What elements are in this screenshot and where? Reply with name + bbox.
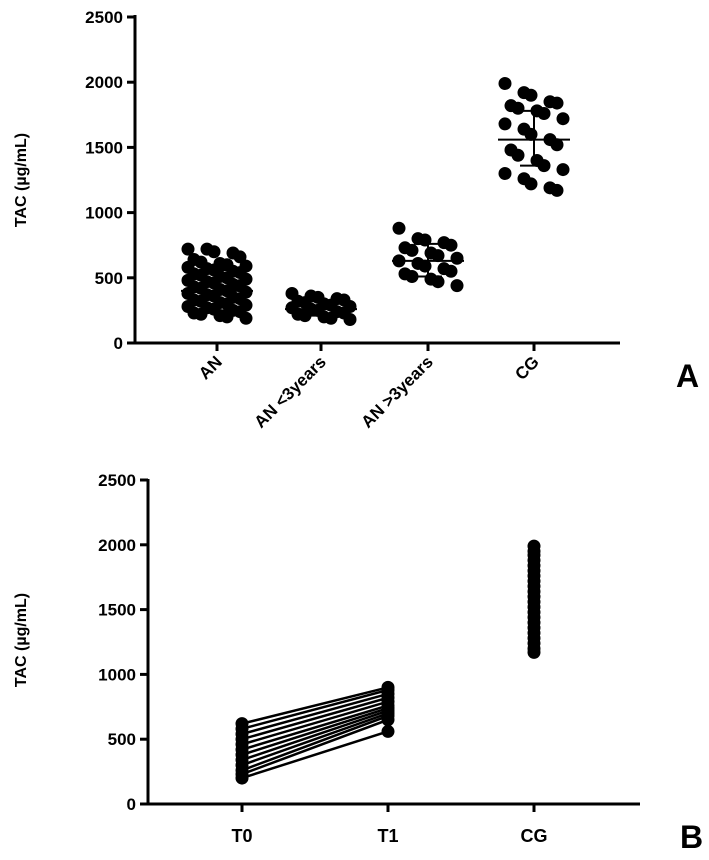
panel-b-pair-line bbox=[241, 704, 389, 751]
panel-b-pair-line bbox=[241, 718, 389, 776]
panel-b-pair-line bbox=[241, 714, 389, 772]
panel-b-pair-line bbox=[241, 712, 389, 767]
panel-a-x-tick-label: AN >3years bbox=[358, 352, 437, 431]
panel-label-b: B bbox=[680, 819, 703, 855]
panel-b-y-tick-label: 1000 bbox=[98, 665, 136, 684]
panel-a-y-ticks: 0 500 1000 1500 2000 2500 bbox=[85, 8, 135, 353]
panel-a-data-point bbox=[431, 275, 445, 289]
panel-b-pair-line bbox=[241, 686, 389, 725]
panel-a-points bbox=[181, 77, 570, 327]
panel-a-y-tick-label: 1000 bbox=[85, 204, 123, 223]
panel-b-t0-point bbox=[235, 771, 249, 785]
panel-a-chart: TAC (µg/mL) 0 500 1000 1500 2000 2500 AN AN <3… bbox=[13, 8, 620, 432]
panel-b-pair-line bbox=[241, 709, 389, 762]
panel-b-pair-line bbox=[241, 688, 389, 731]
panel-b-pair-line bbox=[241, 706, 389, 756]
panel-b-y-tick-label: 500 bbox=[108, 730, 136, 749]
panel-a-data-point bbox=[556, 163, 570, 177]
panel-a-data-point bbox=[550, 96, 564, 110]
panel-b-x-tick-label: T0 bbox=[231, 826, 252, 846]
panel-a-data-point bbox=[498, 117, 512, 131]
panel-label-a: A bbox=[676, 358, 699, 394]
panel-a-x-tick-label: AN bbox=[195, 352, 226, 383]
panel-b-chart: TAC (µg/mL) 0 500 1000 1500 2000 2500 T0 T1 CG bbox=[13, 471, 640, 846]
panel-a-data-point bbox=[392, 221, 406, 235]
panel-b-pair-line bbox=[241, 696, 389, 741]
panel-b-pair-line bbox=[241, 700, 389, 746]
panel-a-y-tick-label: 1500 bbox=[85, 138, 123, 157]
panel-a-data-point bbox=[181, 242, 195, 256]
panel-a-data-point bbox=[511, 101, 525, 115]
panel-b-pair-line bbox=[241, 692, 389, 736]
panel-b-y-axis-label: TAC (µg/mL) bbox=[13, 593, 30, 687]
panel-a-data-point bbox=[298, 309, 312, 323]
panel-a-x-tick-label: AN <3years bbox=[251, 352, 330, 431]
panel-b-t1-point bbox=[381, 713, 395, 727]
panel-a-data-point bbox=[239, 311, 253, 325]
panel-a-data-point bbox=[537, 106, 551, 120]
panel-a-data-point bbox=[524, 88, 538, 102]
panel-a-data-point bbox=[324, 311, 338, 325]
panel-b-y-tick-label: 0 bbox=[127, 795, 136, 814]
panel-a-data-point bbox=[431, 249, 445, 263]
panel-b-y-tick-label: 2000 bbox=[98, 536, 136, 555]
panel-b-y-ticks: 0 500 1000 1500 2000 2500 bbox=[98, 471, 148, 814]
panel-a-y-tick-label: 2000 bbox=[85, 73, 123, 92]
panel-a-data-point bbox=[511, 148, 525, 162]
panel-a-data-point bbox=[220, 310, 234, 324]
panel-a-y-tick-label: 500 bbox=[95, 269, 123, 288]
panel-a-data-point bbox=[343, 313, 357, 327]
panel-a-x-ticks: AN AN <3years AN >3years CG bbox=[195, 343, 543, 432]
panel-a-x-tick-label: CG bbox=[511, 352, 542, 383]
panel-b-pair-line bbox=[241, 730, 389, 780]
panel-a-data-point bbox=[405, 269, 419, 283]
panel-a-data-point bbox=[524, 177, 538, 191]
panel-a-y-tick-label: 0 bbox=[114, 334, 123, 353]
panel-a-data-point bbox=[207, 245, 221, 259]
panel-b-x-tick-label: CG bbox=[521, 826, 548, 846]
panel-b-t1-point bbox=[381, 724, 395, 738]
panel-b-y-tick-label: 2500 bbox=[98, 471, 136, 490]
panel-a-data-point bbox=[405, 243, 419, 257]
panel-b-points bbox=[235, 539, 541, 785]
panel-b-x-tick-label: T1 bbox=[377, 826, 398, 846]
panel-a-data-point bbox=[450, 251, 464, 265]
panel-a-data-point bbox=[444, 264, 458, 278]
panel-a-data-point bbox=[550, 183, 564, 197]
panel-a-y-axis-label: TAC (µg/mL) bbox=[13, 133, 30, 227]
panel-a-data-point bbox=[498, 77, 512, 91]
panel-a-data-point bbox=[556, 112, 570, 126]
panel-a-data-point bbox=[444, 238, 458, 252]
panel-a-data-point bbox=[550, 138, 564, 152]
panel-b-cg-point bbox=[527, 645, 541, 659]
panel-a-data-point bbox=[450, 279, 464, 293]
panel-a-y-tick-label: 2500 bbox=[85, 8, 123, 27]
panel-a-mean-sd-bars bbox=[181, 109, 570, 317]
panel-b-y-tick-label: 1500 bbox=[98, 601, 136, 620]
panel-b-x-ticks: T0 T1 CG bbox=[231, 804, 548, 846]
panel-a-data-point bbox=[498, 166, 512, 180]
panel-b-paired-lines bbox=[241, 686, 389, 780]
